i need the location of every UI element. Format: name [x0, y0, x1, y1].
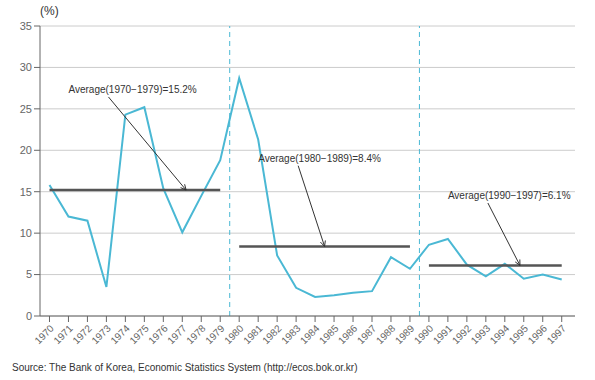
- svg-text:30: 30: [20, 61, 32, 73]
- svg-text:1976: 1976: [146, 322, 170, 346]
- svg-text:1974: 1974: [108, 322, 132, 346]
- svg-text:1996: 1996: [526, 322, 550, 346]
- svg-text:1975: 1975: [127, 322, 151, 346]
- svg-text:1970: 1970: [32, 322, 56, 346]
- svg-text:35: 35: [20, 20, 32, 32]
- svg-text:10: 10: [20, 227, 32, 239]
- svg-text:1977: 1977: [165, 322, 189, 346]
- svg-text:1997: 1997: [545, 322, 569, 346]
- svg-text:0: 0: [26, 310, 32, 322]
- svg-text:1988: 1988: [374, 322, 398, 346]
- svg-text:20: 20: [20, 144, 32, 156]
- html-text:Source: The Bank of Korea, Eco: Source: The Bank of Korea, Economic Stat…: [12, 362, 358, 373]
- svg-text:1979: 1979: [203, 322, 227, 346]
- svg-text:1971: 1971: [51, 322, 75, 346]
- svg-text:Average(1980−1989)=8.4%: Average(1980−1989)=8.4%: [258, 153, 381, 164]
- svg-text:1983: 1983: [279, 322, 303, 346]
- svg-text:1995: 1995: [507, 322, 531, 346]
- svg-text:1987: 1987: [355, 322, 379, 346]
- svg-text:1993: 1993: [469, 322, 493, 346]
- svg-text:1973: 1973: [89, 322, 113, 346]
- svg-text:1986: 1986: [336, 322, 360, 346]
- svg-text:25: 25: [20, 103, 32, 115]
- svg-text:1985: 1985: [317, 322, 341, 346]
- svg-text:1982: 1982: [260, 322, 284, 346]
- svg-text:1981: 1981: [241, 322, 265, 346]
- svg-text:1984: 1984: [298, 322, 322, 346]
- svg-text:5: 5: [26, 268, 32, 280]
- svg-text:1989: 1989: [393, 322, 417, 346]
- svg-text:1972: 1972: [70, 322, 94, 346]
- svg-text:1994: 1994: [488, 322, 512, 346]
- svg-text:1980: 1980: [222, 322, 246, 346]
- svg-text:Average(1990−1997)=6.1%: Average(1990−1997)=6.1%: [448, 190, 571, 201]
- svg-text:Average(1970−1979)=15.2%: Average(1970−1979)=15.2%: [68, 84, 196, 95]
- svg-text:1978: 1978: [184, 322, 208, 346]
- svg-text:1992: 1992: [450, 322, 474, 346]
- svg-text:15: 15: [20, 186, 32, 198]
- svg-text:1991: 1991: [431, 322, 455, 346]
- svg-text:1990: 1990: [412, 322, 436, 346]
